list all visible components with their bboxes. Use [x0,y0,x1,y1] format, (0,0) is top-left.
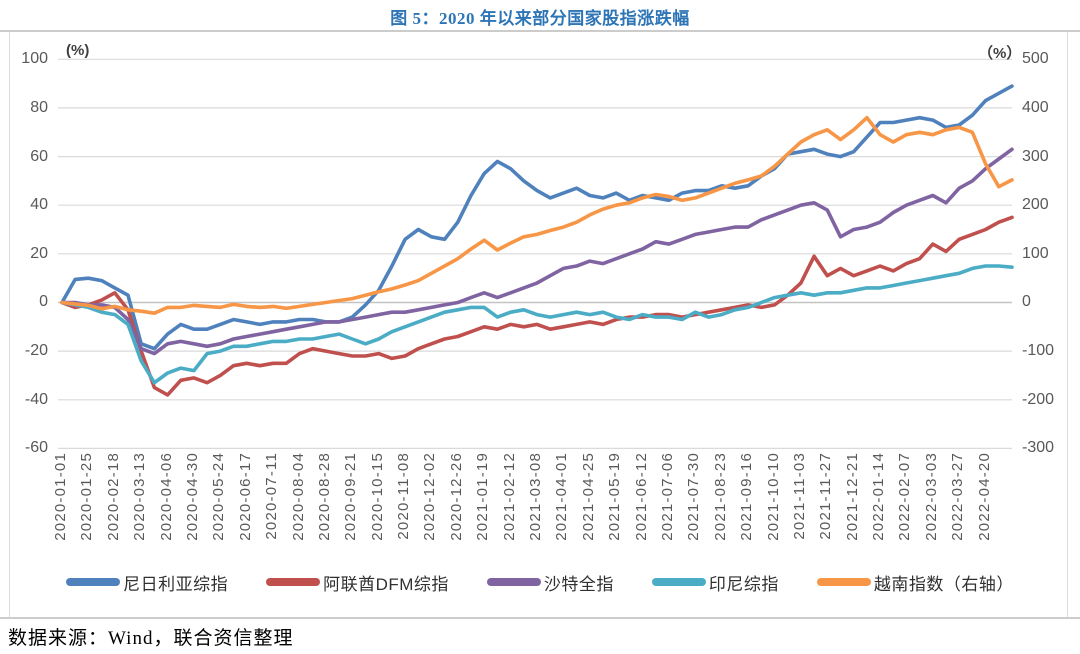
x-axis-tick-label: 2022-02-07 [896,452,913,541]
right-axis-tick-label: 200 [1022,196,1049,213]
x-axis-tick-label: 2020-07-11 [263,452,280,540]
legend-item: 越南指数（右轴） [816,570,1014,595]
x-axis-tick-label: 2020-09-21 [342,452,359,541]
right-axis-tick-label: 100 [1022,245,1049,262]
chart-title: 图 5：2020 年以来部分国家股指涨跌幅 [390,9,690,28]
x-axis-tick-label: 2020-08-04 [290,452,307,541]
left-axis-tick-label: 0 [39,293,48,310]
right-axis-tick-label: 300 [1022,148,1049,165]
x-axis-tick-label: 2021-12-21 [844,452,861,541]
legend-label: 越南指数（右轴） [873,574,1014,594]
left-axis-tick-label: 20 [30,245,48,262]
legend-swatch [651,578,706,586]
series-line-阿联酋DFM综指 [60,215,1014,397]
x-axis-tick-label: 2021-01-19 [474,452,491,541]
x-axis-tick-label: 2021-07-30 [685,452,702,541]
legend-label: 阿联酋DFM综指 [323,574,449,594]
x-axis-tick-label: 2021-03-08 [527,452,544,541]
x-axis-tick-label: 2020-11-08 [395,452,412,540]
right-axis-tick-label: -300 [1022,439,1055,456]
x-axis-tick-label: 2021-09-16 [738,452,755,541]
top-divider [0,30,1080,32]
x-axis-tick-label: 2020-02-18 [105,452,122,541]
left-axis-unit-label: (%) [66,42,90,59]
x-axis-tick-label: 2020-06-17 [237,452,254,541]
left-axis-tick-label: 80 [30,99,48,116]
series-line-沙特全指 [60,147,1014,356]
legend-swatch [486,578,541,586]
legend-label: 印尼综指 [708,574,779,594]
x-axis-tick-label: 2021-06-12 [633,452,650,541]
series-line-印尼综指 [60,264,1014,385]
x-axis-tick-label: 2020-10-15 [369,452,386,541]
x-axis-tick-label: 2020-03-13 [131,452,148,541]
left-axis-tick-label: -20 [24,342,48,359]
right-axis-tick-label: 500 [1022,50,1049,67]
left-axis-tick-label: -60 [24,439,48,456]
legend-item: 阿联酋DFM综指 [266,570,449,595]
legend-item: 印尼综指 [651,570,779,595]
left-axis-tick-label: 100 [21,50,48,67]
legend-label: 尼日利亚综指 [123,574,229,594]
x-axis-tick-label: 2020-04-30 [184,452,201,541]
x-axis-tick-label: 2020-01-01 [52,452,69,541]
x-axis-tick-label: 2022-03-27 [949,452,966,541]
series-line-尼日利亚综指 [60,84,1014,351]
right-axis-tick-label: 0 [1022,293,1031,310]
x-axis-tick-label: 2022-03-03 [923,452,940,541]
source-note: 数据来源：Wind，联合资信整理 [8,628,294,649]
series-line-越南指数（右轴） [60,115,1014,316]
right-axis-tick-label: -100 [1022,342,1055,359]
x-axis-tick-label: 2022-01-14 [870,452,887,541]
chart-legend: 尼日利亚综指 阿联酋DFM综指 沙特全指 印尼综指 越南指数（右轴） [12,569,1068,595]
legend-swatch [266,578,321,586]
right-axis-tick-label: -200 [1022,391,1055,408]
x-axis-tick-label: 2020-12-02 [421,452,438,541]
x-axis-tick-label: 2021-11-03 [791,452,808,540]
left-axis-tick-label: -40 [24,391,48,408]
x-axis-tick-label: 2020-08-28 [316,452,333,541]
x-axis-tick-label: 2021-02-12 [501,452,518,541]
x-axis-tick-label: 2020-01-25 [78,452,95,541]
x-axis-tick-label: 2021-10-10 [765,452,782,541]
x-axis-tick-label: 2020-12-26 [448,452,465,541]
chart-frame [9,32,1068,617]
legend-item: 尼日利亚综指 [66,570,228,595]
x-axis-tick-label: 2021-05-19 [606,452,623,541]
legend-swatch [66,578,121,586]
right-axis-tick-label: 400 [1022,99,1049,116]
x-axis-tick-label: 2022-04-20 [976,452,993,541]
legend-label: 沙特全指 [543,574,614,594]
x-axis-tick-label: 2021-11-27 [817,452,834,540]
x-axis-tick-label: 2021-04-25 [580,452,597,541]
x-axis-tick-label: 2021-07-06 [659,452,676,541]
x-axis-tick-label: 2021-04-01 [553,452,570,541]
legend-item: 沙特全指 [486,570,614,595]
legend-swatch [816,578,871,586]
x-axis-tick-label: 2021-08-23 [712,452,729,541]
left-axis-tick-label: 60 [30,148,48,165]
x-axis-tick-label: 2020-04-06 [158,452,175,541]
right-axis-unit-label: （%） [978,45,1022,62]
left-axis-tick-label: 40 [30,196,48,213]
x-axis-tick-label: 2020-05-24 [210,452,227,541]
bottom-divider [0,617,1080,619]
